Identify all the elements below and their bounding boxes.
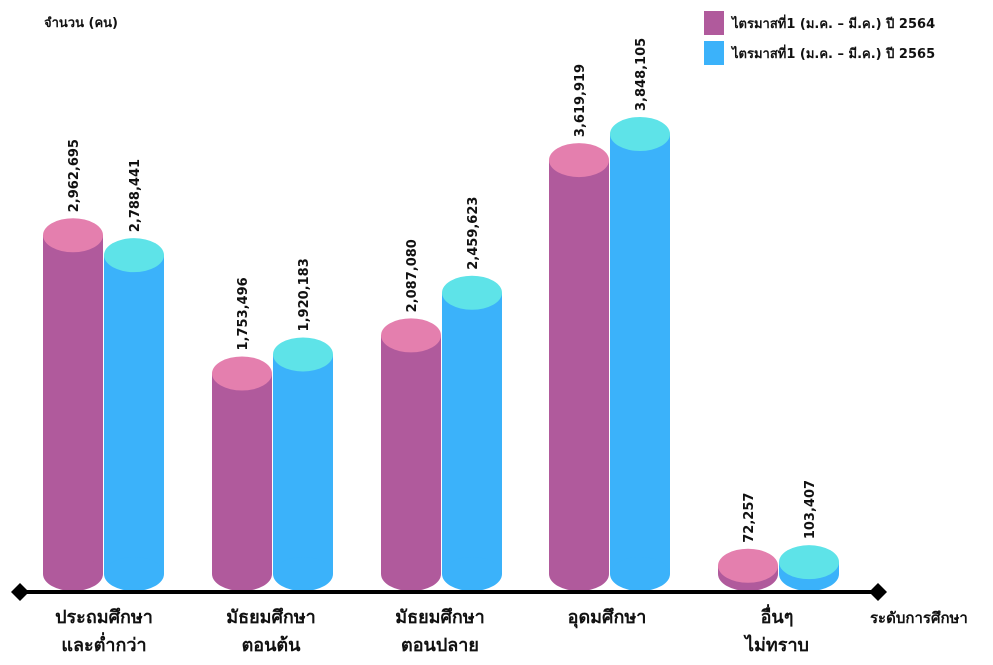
value-label: 103,407 xyxy=(803,480,818,539)
category-label-line: มัธยมศึกษา xyxy=(395,607,485,628)
bar-body xyxy=(610,134,670,574)
x-axis-title: ระดับการศึกษา xyxy=(870,609,968,627)
value-label: 2,459,623 xyxy=(466,197,481,270)
category-label-other-unknown: อื่นๆ ไม่ทราบ xyxy=(697,604,857,660)
bar-2564-0 xyxy=(43,218,103,591)
bars-layer xyxy=(43,117,839,591)
legend: ไตรมาสที่1 (ม.ค. – มี.ค.) ปี 2564 ไตรมาส… xyxy=(704,8,935,68)
bar-body xyxy=(442,292,502,574)
category-label-upper-secondary: มัธยมศึกษา ตอนปลาย xyxy=(360,604,520,660)
category-label-higher-education: อุดมศึกษา xyxy=(527,604,687,632)
bar-top-cap xyxy=(442,275,502,310)
bar-top-cap xyxy=(43,218,103,253)
value-label: 3,619,919 xyxy=(573,64,588,137)
bar-body xyxy=(549,160,609,574)
bar-body xyxy=(212,373,272,574)
category-label-line: ตอนปลาย xyxy=(401,635,479,656)
legend-item-2565: ไตรมาสที่1 (ม.ค. – มี.ค.) ปี 2565 xyxy=(704,38,935,68)
bar-bottom-cap xyxy=(442,557,502,591)
bar-2564-3 xyxy=(549,143,609,591)
bar-2565-2 xyxy=(442,275,502,591)
bar-2565-4 xyxy=(779,545,839,591)
bar-bottom-cap xyxy=(549,557,609,591)
legend-swatch-2565 xyxy=(704,41,724,65)
value-label: 2,087,080 xyxy=(405,239,420,312)
category-label-primary: ประถมศึกษา และต่ำกว่า xyxy=(24,604,184,660)
bar-bottom-cap xyxy=(43,557,103,591)
value-label: 72,257 xyxy=(742,493,757,543)
category-label-line: มัธยมศึกษา xyxy=(226,607,316,628)
category-label-line: ประถมศึกษา xyxy=(55,607,153,628)
bar-2564-1 xyxy=(212,356,272,591)
legend-item-2564: ไตรมาสที่1 (ม.ค. – มี.ค.) ปี 2564 xyxy=(704,8,935,38)
legend-swatch-2564 xyxy=(704,11,724,35)
bar-bottom-cap xyxy=(273,557,333,591)
bar-body xyxy=(381,335,441,574)
value-label: 3,848,105 xyxy=(634,38,649,111)
bar-bottom-cap xyxy=(104,557,164,591)
bar-top-cap xyxy=(718,548,778,583)
x-axis-right-diamond xyxy=(869,583,887,601)
bar-top-cap xyxy=(381,318,441,353)
bar-top-cap xyxy=(779,545,839,580)
category-label-line: อุดมศึกษา xyxy=(567,607,647,628)
bar-top-cap xyxy=(549,143,609,178)
bar-bottom-cap xyxy=(610,557,670,591)
x-axis-left-diamond xyxy=(11,583,29,601)
value-label: 1,920,183 xyxy=(297,258,312,331)
bar-bottom-cap xyxy=(212,557,272,591)
bar-top-cap xyxy=(273,337,333,372)
category-label-line: และต่ำกว่า xyxy=(61,635,147,656)
value-label: 2,788,441 xyxy=(128,159,143,232)
legend-label-2565: ไตรมาสที่1 (ม.ค. – มี.ค.) ปี 2565 xyxy=(732,46,936,62)
bar-bottom-cap xyxy=(381,557,441,591)
category-label-line: ไม่ทราบ xyxy=(745,635,809,656)
bar-top-cap xyxy=(212,356,272,391)
bar-body xyxy=(104,255,164,574)
category-label-line: อื่นๆ xyxy=(760,607,794,628)
value-labels-layer: 2,962,695 2,788,441 1,753,496 1,920,183 2,08… xyxy=(67,38,818,543)
category-label-lower-secondary: มัธยมศึกษา ตอนต้น xyxy=(191,604,351,660)
y-axis-title: จำนวน (คน) xyxy=(44,16,118,31)
bar-top-cap xyxy=(610,117,670,151)
bar-2565-3 xyxy=(610,117,670,591)
bar-body xyxy=(273,354,333,574)
bar-body xyxy=(43,235,103,574)
bar-top-cap xyxy=(104,238,164,273)
value-label: 1,753,496 xyxy=(236,277,251,350)
bar-2565-1 xyxy=(273,337,333,591)
legend-label-2564: ไตรมาสที่1 (ม.ค. – มี.ค.) ปี 2564 xyxy=(732,16,936,32)
bar-2564-2 xyxy=(381,318,441,591)
bar-2564-4 xyxy=(718,548,778,591)
bar-2565-0 xyxy=(104,238,164,591)
category-label-line: ตอนต้น xyxy=(241,635,301,656)
value-label: 2,962,695 xyxy=(67,139,82,212)
